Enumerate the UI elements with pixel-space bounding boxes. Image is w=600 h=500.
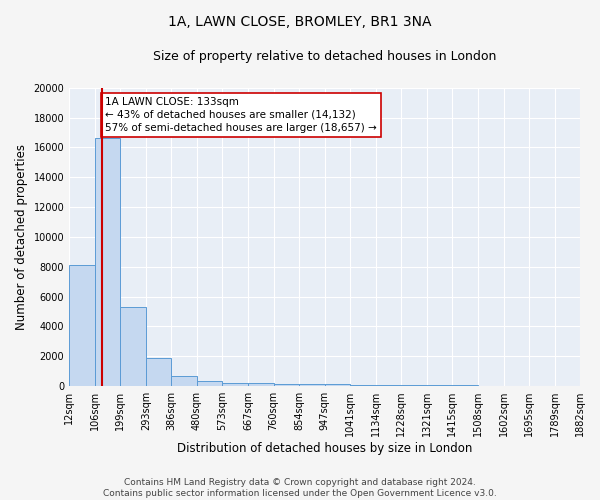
Text: 1A LAWN CLOSE: 133sqm
← 43% of detached houses are smaller (14,132)
57% of semi-: 1A LAWN CLOSE: 133sqm ← 43% of detached … xyxy=(105,96,377,133)
Bar xyxy=(401,385,427,386)
Bar xyxy=(146,358,172,386)
Title: Size of property relative to detached houses in London: Size of property relative to detached ho… xyxy=(153,50,496,63)
Bar xyxy=(69,266,95,386)
Y-axis label: Number of detached properties: Number of detached properties xyxy=(15,144,28,330)
Bar xyxy=(95,138,120,386)
Bar xyxy=(350,384,376,386)
Bar xyxy=(299,384,325,386)
Bar xyxy=(120,307,146,386)
Text: 1A, LAWN CLOSE, BROMLEY, BR1 3NA: 1A, LAWN CLOSE, BROMLEY, BR1 3NA xyxy=(168,15,432,29)
Bar xyxy=(223,383,248,386)
X-axis label: Distribution of detached houses by size in London: Distribution of detached houses by size … xyxy=(177,442,472,455)
Bar xyxy=(325,384,350,386)
Bar xyxy=(274,384,299,386)
Bar xyxy=(172,376,197,386)
Bar xyxy=(197,382,223,386)
Bar xyxy=(248,383,274,386)
Text: Contains HM Land Registry data © Crown copyright and database right 2024.
Contai: Contains HM Land Registry data © Crown c… xyxy=(103,478,497,498)
Bar xyxy=(376,385,401,386)
